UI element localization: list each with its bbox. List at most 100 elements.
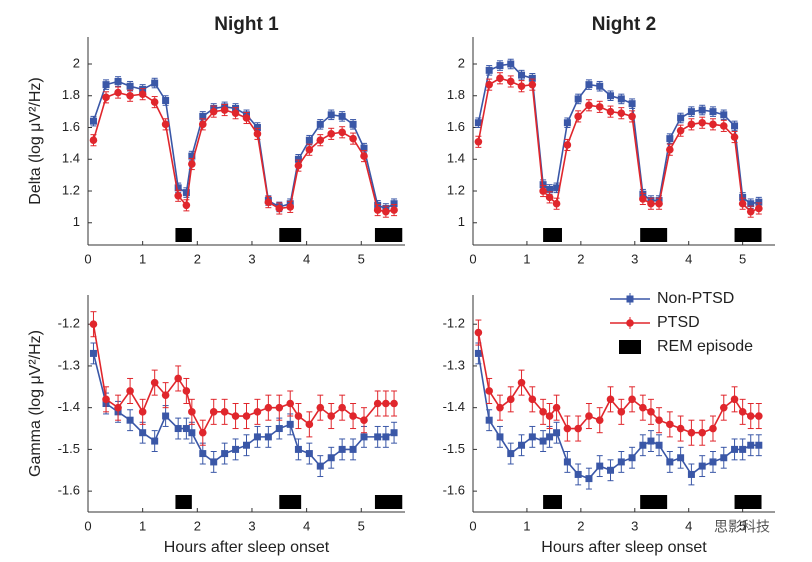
marker [506, 395, 515, 404]
marker [231, 412, 240, 420]
marker [382, 433, 390, 441]
marker [563, 424, 572, 433]
x-tick-label: 4 [685, 251, 692, 266]
x-axis-label: Hours after sleep onset [164, 539, 330, 556]
panel-title: Night 2 [592, 14, 656, 35]
marker [755, 441, 763, 449]
marker [517, 378, 526, 387]
marker [139, 429, 147, 437]
marker [563, 119, 571, 127]
marker [574, 424, 582, 433]
marker [198, 120, 207, 129]
marker [585, 101, 593, 110]
marker [739, 445, 747, 453]
marker [188, 152, 196, 160]
marker [360, 144, 368, 152]
marker [126, 82, 134, 90]
marker [617, 95, 625, 103]
marker [182, 201, 191, 210]
rem-episode [543, 495, 562, 509]
panel-title: Night 1 [214, 14, 279, 35]
marker [161, 391, 170, 399]
marker [275, 204, 284, 213]
marker [585, 81, 593, 89]
x-tick-label: 5 [739, 518, 746, 533]
marker [242, 412, 251, 420]
marker [242, 114, 251, 122]
x-tick-label: 2 [194, 251, 201, 266]
y-tick-label: -1.4 [443, 399, 465, 414]
marker [305, 136, 313, 144]
marker [485, 66, 493, 74]
marker [264, 403, 273, 412]
marker [253, 408, 262, 416]
marker [327, 130, 336, 138]
marker [528, 74, 536, 82]
x-tick-label: 2 [577, 518, 584, 533]
marker [485, 387, 493, 395]
marker [677, 454, 685, 462]
marker [687, 120, 696, 129]
y-tick-label: 1 [73, 214, 80, 229]
marker [327, 412, 336, 420]
marker [496, 433, 504, 441]
marker [709, 120, 717, 129]
marker [496, 74, 504, 83]
marker [220, 408, 229, 416]
marker [552, 199, 561, 208]
marker [294, 161, 303, 170]
marker [126, 387, 134, 395]
marker [338, 128, 346, 137]
x-tick-label: 1 [139, 251, 146, 266]
rem-episode [279, 228, 302, 242]
marker [316, 462, 324, 470]
marker [474, 328, 483, 337]
marker [709, 108, 717, 116]
x-tick-label: 2 [194, 518, 201, 533]
marker [574, 470, 582, 478]
marker [528, 395, 537, 404]
marker [655, 416, 663, 424]
y-tick-label: 2 [458, 55, 465, 70]
marker [730, 395, 739, 404]
rem-episode [640, 495, 668, 509]
x-tick-label: 4 [303, 518, 310, 533]
marker [720, 454, 728, 462]
x-tick-label: 1 [523, 251, 530, 266]
marker [198, 428, 207, 437]
marker [731, 445, 739, 453]
marker [114, 403, 122, 412]
y-tick-label: 1.6 [62, 119, 80, 134]
rem-episode [374, 495, 403, 509]
marker [327, 111, 335, 119]
marker [102, 93, 110, 102]
rem-episode [543, 228, 562, 242]
marker [182, 189, 190, 197]
marker [698, 118, 706, 127]
marker [305, 145, 314, 154]
marker [316, 403, 325, 412]
y-tick-label: 1.6 [447, 119, 465, 134]
y-tick-label: -1.3 [58, 357, 80, 372]
marker [188, 408, 196, 416]
x-tick-label: 0 [84, 518, 91, 533]
marker [647, 437, 655, 445]
marker [174, 374, 182, 383]
marker [162, 412, 170, 420]
x-axis-label: Hours after sleep onset [541, 539, 707, 556]
marker [150, 98, 159, 106]
marker [546, 433, 554, 441]
marker [275, 425, 283, 433]
marker [390, 206, 398, 214]
marker [360, 152, 368, 160]
legend-marker [626, 319, 634, 327]
y-tick-label: -1.2 [443, 316, 465, 331]
marker [286, 399, 295, 408]
marker [719, 122, 728, 130]
marker [349, 412, 357, 420]
marker [606, 395, 615, 404]
marker [349, 445, 357, 453]
marker [316, 136, 325, 145]
marker [738, 408, 747, 416]
marker [253, 433, 261, 441]
